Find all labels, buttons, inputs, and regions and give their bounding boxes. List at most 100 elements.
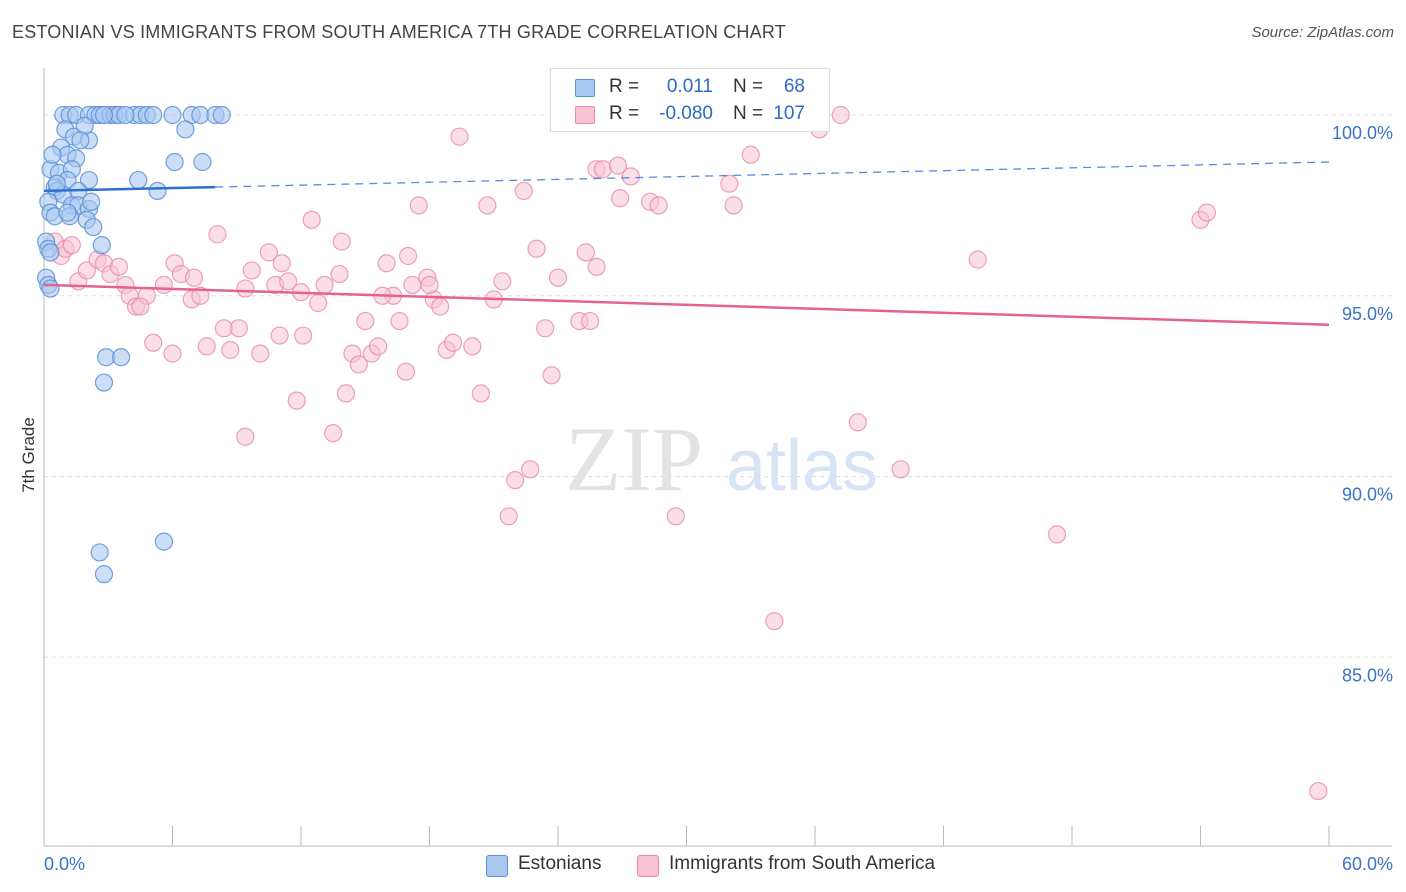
series-immigrants-points: [45, 105, 1328, 801]
immigrants-point: [443, 333, 463, 352]
immigrants-point: [542, 366, 561, 385]
immigrants-point: [409, 196, 428, 215]
immigrants-point: [581, 311, 600, 331]
immigrants-point: [272, 254, 291, 273]
estonians-point: [148, 181, 167, 201]
legend-label: Immigrants from South America: [669, 853, 936, 874]
immigrants-point: [1197, 203, 1217, 222]
estonians-point: [163, 105, 182, 125]
y-tick-label: 90.0%: [1342, 485, 1393, 505]
legend-label: Estonians: [518, 853, 602, 874]
immigrants-point: [527, 239, 546, 258]
estonians-legend-swatch: [486, 855, 508, 877]
immigrants-point: [315, 275, 334, 295]
immigrants-point: [109, 257, 129, 276]
estonians-point: [43, 145, 62, 164]
immigrants-point: [270, 326, 289, 345]
grid-layer: [44, 114, 1392, 658]
chart-title: ESTONIAN VS IMMIGRANTS FROM SOUTH AMERIC…: [12, 22, 786, 42]
n-label: N =: [733, 103, 764, 124]
immigrants-point: [848, 413, 867, 432]
immigrants-point: [611, 189, 630, 208]
immigrants-point: [356, 311, 375, 331]
estonians-point: [129, 170, 148, 190]
immigrants-point: [431, 297, 450, 316]
n-label: N =: [733, 76, 764, 97]
n-value: 107: [773, 103, 805, 124]
estonians-point: [41, 279, 60, 298]
immigrants-point: [741, 145, 760, 164]
immigrants-point: [336, 384, 356, 403]
immigrants-point: [154, 275, 174, 295]
immigrants-point: [420, 275, 439, 295]
immigrants-point: [506, 471, 525, 490]
immigrants-point: [968, 250, 987, 269]
immigrants-point: [478, 196, 497, 215]
immigrants-point: [450, 127, 469, 146]
immigrants-point: [131, 297, 150, 316]
estonians-point: [71, 131, 90, 150]
estonians-point: [165, 152, 184, 172]
r-label: R =: [609, 76, 640, 97]
immigrants-point: [242, 261, 261, 280]
immigrants-point: [587, 257, 606, 276]
tick-labels: 85.0% 90.0% 95.0% 100.0% 0.0% 60.0%: [44, 123, 1393, 874]
immigrants-point: [259, 243, 278, 262]
immigrants-point: [765, 612, 784, 631]
immigrants-point: [324, 424, 343, 443]
axis-layer: [43, 68, 1392, 847]
estonians-point: [94, 373, 114, 392]
immigrants-point: [593, 160, 613, 179]
immigrants-point: [548, 268, 568, 287]
immigrants-point: [184, 268, 204, 287]
immigrants-point: [720, 174, 739, 193]
estonians-point: [84, 217, 103, 237]
immigrants-point: [576, 243, 595, 262]
immigrants-point: [1309, 781, 1328, 801]
immigrants-point: [649, 196, 668, 215]
estonians-point: [111, 348, 131, 367]
immigrants-trend: [43, 283, 1330, 326]
estonians-point: [193, 152, 212, 172]
watermark-atlas: atlas: [726, 426, 878, 506]
immigrants-point: [831, 105, 850, 125]
estonians-swatch: [575, 79, 595, 97]
r-value: -0.080: [659, 103, 713, 124]
immigrants-point: [403, 275, 422, 295]
immigrants-point: [514, 181, 533, 201]
estonians-trend-solid: [43, 185, 216, 193]
estonians-point: [90, 543, 109, 562]
immigrants-point: [229, 319, 248, 338]
immigrants-point: [398, 246, 418, 266]
estonians-point: [212, 105, 231, 125]
immigrants-point: [62, 236, 81, 255]
n-value: 68: [783, 76, 805, 97]
watermark-zip: ZIP: [565, 408, 703, 510]
immigrants-point: [396, 362, 416, 381]
series-legend: Estonians Immigrants from South America: [0, 850, 1406, 880]
immigrants-point: [621, 167, 640, 186]
estonians-point: [116, 105, 135, 125]
stats-row-estonians: R = 0.011 N = 68: [551, 73, 829, 101]
immigrants-point: [309, 293, 328, 313]
estonians-point: [176, 120, 195, 139]
estonians-point: [47, 174, 66, 193]
immigrants-point: [463, 337, 482, 356]
series-estonians-points: [37, 105, 231, 584]
immigrants-point: [236, 427, 255, 446]
immigrants-point: [221, 340, 240, 360]
immigrants-point: [144, 333, 163, 352]
immigrants-point: [163, 344, 182, 363]
estonians-point: [41, 243, 60, 262]
immigrants-point: [377, 254, 396, 273]
immigrants-point: [493, 272, 512, 291]
stats-legend: R = 0.011 N = 68 R = -0.080 N = 107: [550, 68, 830, 132]
immigrants-point: [349, 355, 368, 374]
immigrants-point: [499, 507, 518, 526]
x-tick-label: 0.0%: [44, 854, 85, 874]
immigrants-point: [279, 272, 298, 291]
immigrants-point: [390, 311, 409, 331]
immigrants-point: [287, 391, 306, 410]
y-axis-label: 7th Grade: [19, 417, 38, 493]
immigrants-point: [330, 264, 349, 284]
